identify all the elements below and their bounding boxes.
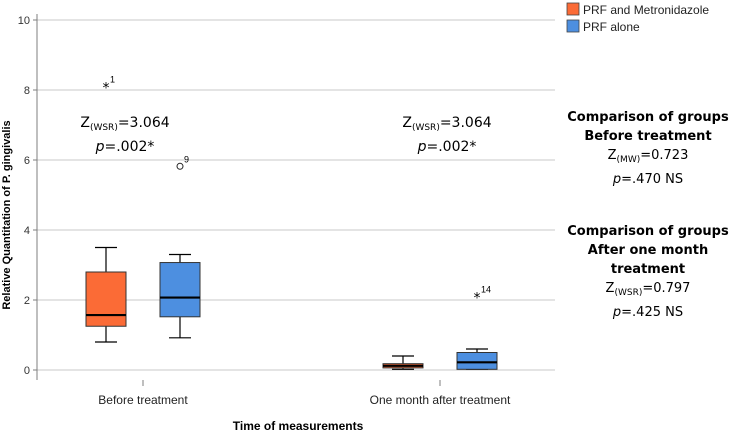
y-tick-label: 4 <box>24 225 30 237</box>
x-axis: Before treatment One month after treatmen… <box>98 380 511 407</box>
x-tick-label: One month after treatment <box>370 393 511 407</box>
legend: PRF and Metronidazole PRF alone <box>566 2 709 34</box>
outlier-circle <box>176 162 184 170</box>
annotation-after-p: p=.002* <box>417 139 477 155</box>
box-plot <box>85 246 127 343</box>
legend-label: PRF and Metronidazole <box>583 3 709 17</box>
legend-swatch <box>566 19 580 33</box>
box-plot <box>159 253 201 339</box>
comparison-after: Comparison of groups After one month tre… <box>556 222 740 322</box>
annotation-before: Z(WSR)=3.064 p=.002* <box>60 114 190 157</box>
outlier-label: 9 <box>184 154 189 164</box>
y-axis: 0 2 4 6 8 10 <box>18 14 38 380</box>
legend-label: PRF alone <box>583 20 640 34</box>
y-tick-label: 8 <box>24 85 30 97</box>
box-plots <box>85 246 498 370</box>
annotation-before-p: p=.002* <box>95 139 155 155</box>
outlier-label: 14 <box>481 285 491 295</box>
annotation-after-z: Z(WSR)=3.064 <box>402 115 492 133</box>
comparison-before: Comparison of groups Before treatment Z(… <box>556 108 740 189</box>
box-iqr <box>159 262 201 318</box>
box-iqr <box>456 352 498 370</box>
y-tick-label: 0 <box>24 365 30 377</box>
box-plot <box>456 348 498 370</box>
box-plot <box>382 355 424 370</box>
comparison-before-title-1: Comparison of groups <box>567 110 729 125</box>
outliers: *19*14 <box>103 75 492 307</box>
comparison-before-title-2: Before treatment <box>584 129 712 144</box>
x-tick-label: Before treatment <box>98 393 188 407</box>
annotation-after: Z(WSR)=3.064 p=.002* <box>382 114 512 157</box>
comparison-after-p: p=.425 NS <box>612 305 684 320</box>
outlier-star: * <box>474 291 481 307</box>
x-axis-label: Time of measurements <box>233 419 364 433</box>
comparison-after-title-2: After one month treatment <box>587 243 709 277</box>
comparison-before-z: Z(MW)=0.723 <box>607 148 689 165</box>
outlier-star: * <box>103 81 110 97</box>
y-tick-label: 2 <box>24 295 30 307</box>
y-tick-label: 6 <box>24 155 30 167</box>
comparison-after-z: Z(WSR)=0.797 <box>605 281 691 298</box>
annotation-before-z: Z(WSR)=3.064 <box>80 115 170 133</box>
outlier-label: 1 <box>110 75 115 85</box>
comparison-before-p: p=.470 NS <box>612 172 684 187</box>
y-axis-label: Relative Quantitation of P. gingivalis <box>1 120 13 309</box>
comparison-after-title-1: Comparison of groups <box>567 224 729 239</box>
legend-swatch <box>566 2 580 16</box>
box-iqr <box>85 271 127 327</box>
y-tick-label: 10 <box>18 15 30 27</box>
